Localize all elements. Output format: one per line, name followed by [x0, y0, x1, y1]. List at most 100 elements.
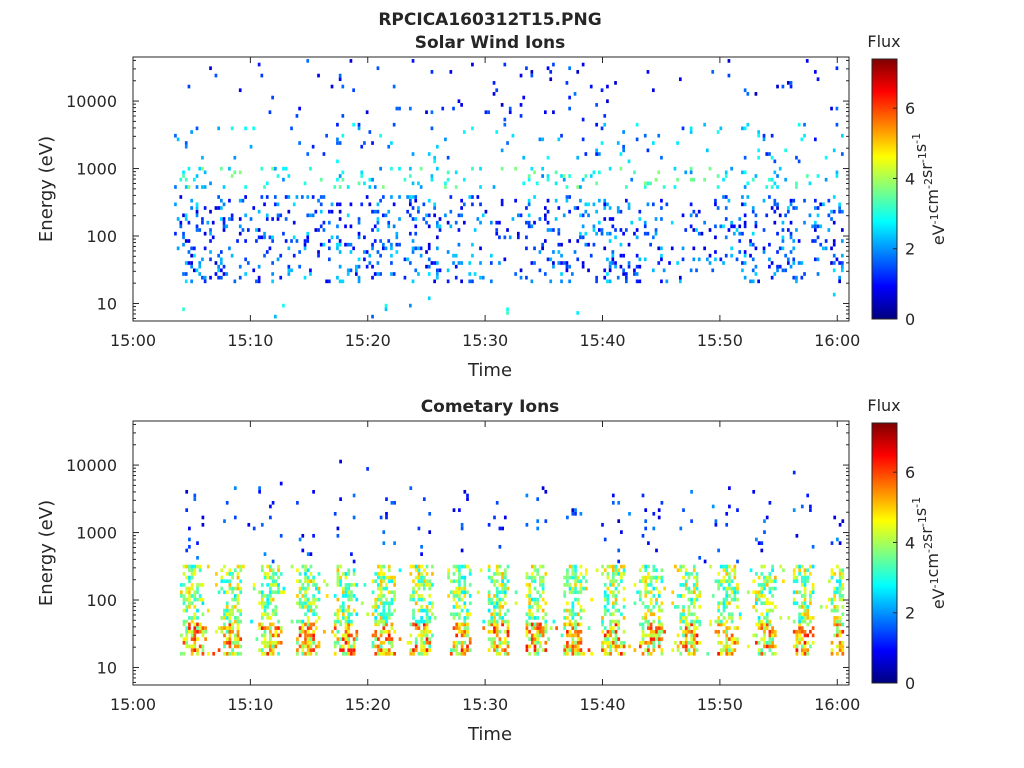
heatmap-cell: [566, 622, 569, 627]
heatmap-cell: [350, 552, 353, 556]
heatmap-cell: [196, 651, 199, 656]
heatmap-cell: [674, 640, 677, 645]
heatmap-cell: [619, 264, 623, 269]
heatmap-cell: [733, 640, 737, 645]
heatmap-cell: [655, 548, 658, 553]
heatmap-cell: [265, 213, 269, 218]
heatmap-cell: [244, 185, 247, 189]
heatmap-cell: [230, 174, 234, 178]
heatmap-cell: [568, 95, 571, 100]
heatmap-cell: [649, 637, 653, 641]
heatmap-cell: [798, 612, 801, 617]
heatmap-cell: [379, 640, 383, 645]
heatmap-cell: [841, 597, 845, 602]
heatmap-cell: [576, 590, 580, 595]
heatmap-cell: [354, 264, 358, 269]
heatmap-cell: [363, 583, 367, 587]
heatmap-cell: [422, 579, 426, 584]
heatmap-cell: [306, 231, 310, 236]
heatmap-cell: [768, 257, 771, 262]
heatmap-cell: [657, 575, 661, 580]
heatmap-cell: [271, 559, 275, 564]
heatmap-cell: [552, 250, 555, 254]
heatmap-cell: [265, 217, 269, 221]
heatmap-cell: [495, 586, 499, 591]
heatmap-cell: [695, 619, 699, 624]
heatmap-cell: [638, 640, 642, 645]
heatmap-cell: [196, 622, 199, 627]
heatmap-cell: [382, 629, 386, 634]
heatmap-cell: [727, 73, 731, 78]
heatmap-cell: [455, 590, 459, 595]
panel-title: Cometary Ions: [421, 397, 560, 417]
heatmap-cell: [215, 572, 218, 576]
heatmap-cell: [757, 648, 761, 652]
heatmap-cell: [490, 579, 494, 584]
heatmap-cell: [752, 633, 756, 638]
heatmap-cell: [579, 231, 582, 236]
heatmap-cell: [506, 564, 510, 569]
heatmap-cell: [692, 626, 696, 630]
heatmap-cell: [338, 250, 342, 254]
heatmap-cell: [344, 629, 348, 634]
heatmap-cell: [830, 648, 834, 652]
heatmap-cell: [422, 583, 426, 587]
heatmap-cell: [425, 264, 428, 269]
heatmap-cell: [196, 597, 199, 602]
heatmap-cell: [657, 605, 661, 609]
heatmap-cell: [279, 253, 283, 258]
x-tick-label: 15:50: [697, 331, 743, 350]
heatmap-cell: [377, 622, 380, 627]
heatmap-cell: [195, 268, 199, 273]
heatmap-cell: [552, 62, 555, 67]
heatmap-cell: [412, 648, 415, 652]
heatmap-cell: [697, 257, 701, 262]
heatmap-cell: [579, 579, 583, 584]
heatmap-cell: [765, 644, 769, 649]
heatmap-cell: [381, 213, 385, 218]
heatmap-cell: [193, 568, 197, 573]
heatmap-cell: [336, 246, 339, 251]
heatmap-cell: [833, 608, 837, 613]
heatmap-cell: [255, 637, 259, 641]
heatmap-cell: [428, 583, 432, 587]
heatmap-cell: [390, 242, 393, 247]
heatmap-cell: [338, 279, 342, 284]
heatmap-cell: [800, 629, 804, 634]
heatmap-cell: [336, 533, 340, 538]
heatmap-cell: [420, 633, 423, 638]
heatmap-cell: [260, 568, 264, 573]
heatmap-cell: [217, 648, 221, 652]
heatmap-cell: [725, 601, 729, 606]
heatmap-cell: [198, 644, 202, 649]
heatmap-cell: [682, 612, 685, 617]
heatmap-cell: [412, 564, 415, 569]
heatmap-cell: [206, 651, 210, 656]
heatmap-cell: [800, 504, 804, 509]
heatmap-cell: [568, 586, 572, 591]
heatmap-cell: [622, 564, 626, 569]
heatmap-cell: [566, 648, 569, 652]
heatmap-cell: [271, 633, 275, 638]
heatmap-cell: [425, 250, 428, 254]
heatmap-cell: [185, 608, 189, 613]
heatmap-cell: [614, 597, 618, 602]
heatmap-cell: [392, 202, 396, 207]
heatmap-cell: [725, 644, 729, 649]
heatmap-cell: [344, 616, 348, 620]
heatmap-cell: [231, 651, 234, 656]
heatmap-cell: [239, 586, 243, 591]
heatmap-cell: [838, 209, 841, 214]
heatmap-cell: [695, 268, 698, 273]
heatmap-cell: [252, 586, 256, 591]
heatmap-cell: [411, 59, 415, 63]
heatmap-cell: [717, 608, 720, 613]
heatmap-cell: [657, 515, 661, 520]
heatmap-cell: [387, 608, 391, 613]
heatmap-cell: [336, 583, 340, 587]
heatmap-cell: [660, 579, 664, 584]
heatmap-cell: [786, 257, 790, 262]
heatmap-cell: [473, 228, 477, 232]
heatmap-cell: [836, 608, 839, 613]
heatmap-cell: [274, 629, 278, 634]
